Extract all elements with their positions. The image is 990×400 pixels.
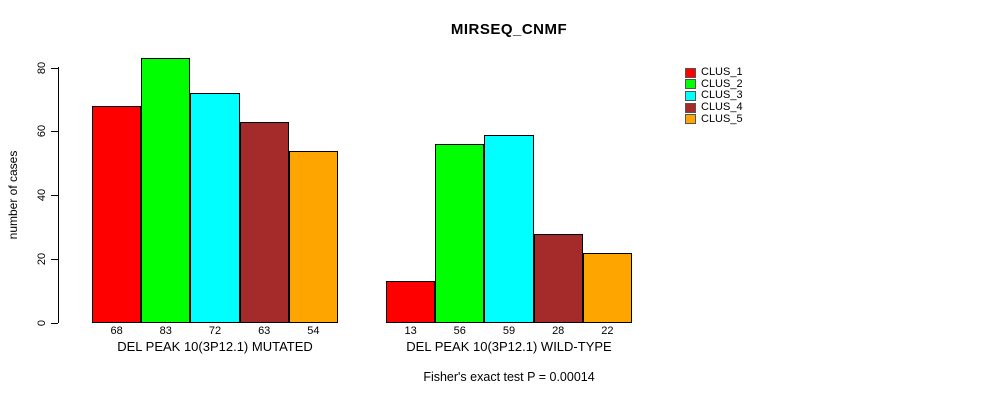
bar-clus_2-group2	[435, 144, 485, 323]
bar-clus_1-group2	[386, 281, 436, 323]
bar-clus_2-group1	[141, 57, 191, 323]
bar-value-label: 28	[552, 325, 565, 337]
y-axis-line	[58, 67, 59, 323]
legend-swatch-clus-1	[685, 67, 696, 78]
legend-item-clus-1: CLUS_1	[685, 67, 743, 79]
legend: CLUS_1 CLUS_2 CLUS_3 CLUS_4 CLUS_5	[685, 67, 743, 125]
group-label-1: DEL PEAK 10(3P12.1) MUTATED	[117, 339, 313, 354]
y-axis-tick	[51, 131, 58, 133]
legend-label: CLUS_3	[701, 89, 743, 102]
y-axis-tick	[51, 67, 58, 69]
fisher-test-annotation: Fisher's exact test P = 0.00014	[423, 370, 595, 384]
bar-value-label: 72	[208, 325, 222, 337]
y-axis-tick-label: 80	[36, 61, 48, 74]
bar-value-label: 22	[601, 325, 614, 337]
y-axis-tick-label: 40	[36, 189, 48, 202]
y-axis-tick	[51, 195, 58, 197]
bar-clus_3-group1	[190, 93, 240, 323]
group-label-2: DEL PEAK 10(3P12.1) WILD-TYPE	[406, 339, 612, 354]
y-axis-tick	[51, 259, 58, 261]
bar-value-label: 56	[453, 325, 466, 337]
legend-swatch-clus-5	[685, 114, 696, 125]
bar-clus_4-group2	[533, 233, 583, 323]
y-axis-tick	[51, 323, 58, 324]
legend-label: CLUS_1	[701, 66, 743, 79]
bar-clus_5-group2	[582, 252, 632, 323]
bar-clus_3-group2	[484, 134, 534, 323]
bar-value-label: 83	[159, 325, 172, 337]
bar-value-label: 54	[307, 325, 320, 337]
legend-item-clus-2: CLUS_2	[685, 77, 743, 91]
legend-swatch-clus-2	[685, 79, 696, 90]
legend-label: CLUS_4	[701, 101, 743, 114]
y-axis-tick-label: 20	[36, 253, 48, 266]
bar-clus_1-group1	[92, 105, 142, 323]
legend-item-clus-4: CLUS_4	[685, 102, 743, 114]
legend-item-clus-3: CLUS_3	[685, 90, 743, 102]
bar-value-label: 68	[110, 325, 123, 337]
bar-value-label: 59	[502, 325, 516, 337]
legend-label: CLUS_2	[701, 77, 743, 90]
y-axis-title: number of cases	[6, 150, 20, 240]
bar-clus_4-group1	[239, 121, 289, 323]
chart-title: MIRSEQ_CNMF	[450, 21, 568, 38]
bar-value-label: 63	[258, 325, 271, 337]
y-axis-tick-label: 60	[36, 125, 48, 138]
legend-item-clus-5: CLUS_5	[685, 113, 743, 125]
y-axis-tick-label: 0	[36, 319, 48, 327]
bar-value-label: 13	[404, 325, 417, 337]
legend-label: CLUS_5	[701, 112, 743, 125]
bar-clus_5-group1	[288, 150, 338, 323]
legend-swatch-clus-3	[685, 90, 696, 101]
legend-swatch-clus-4	[685, 102, 696, 113]
